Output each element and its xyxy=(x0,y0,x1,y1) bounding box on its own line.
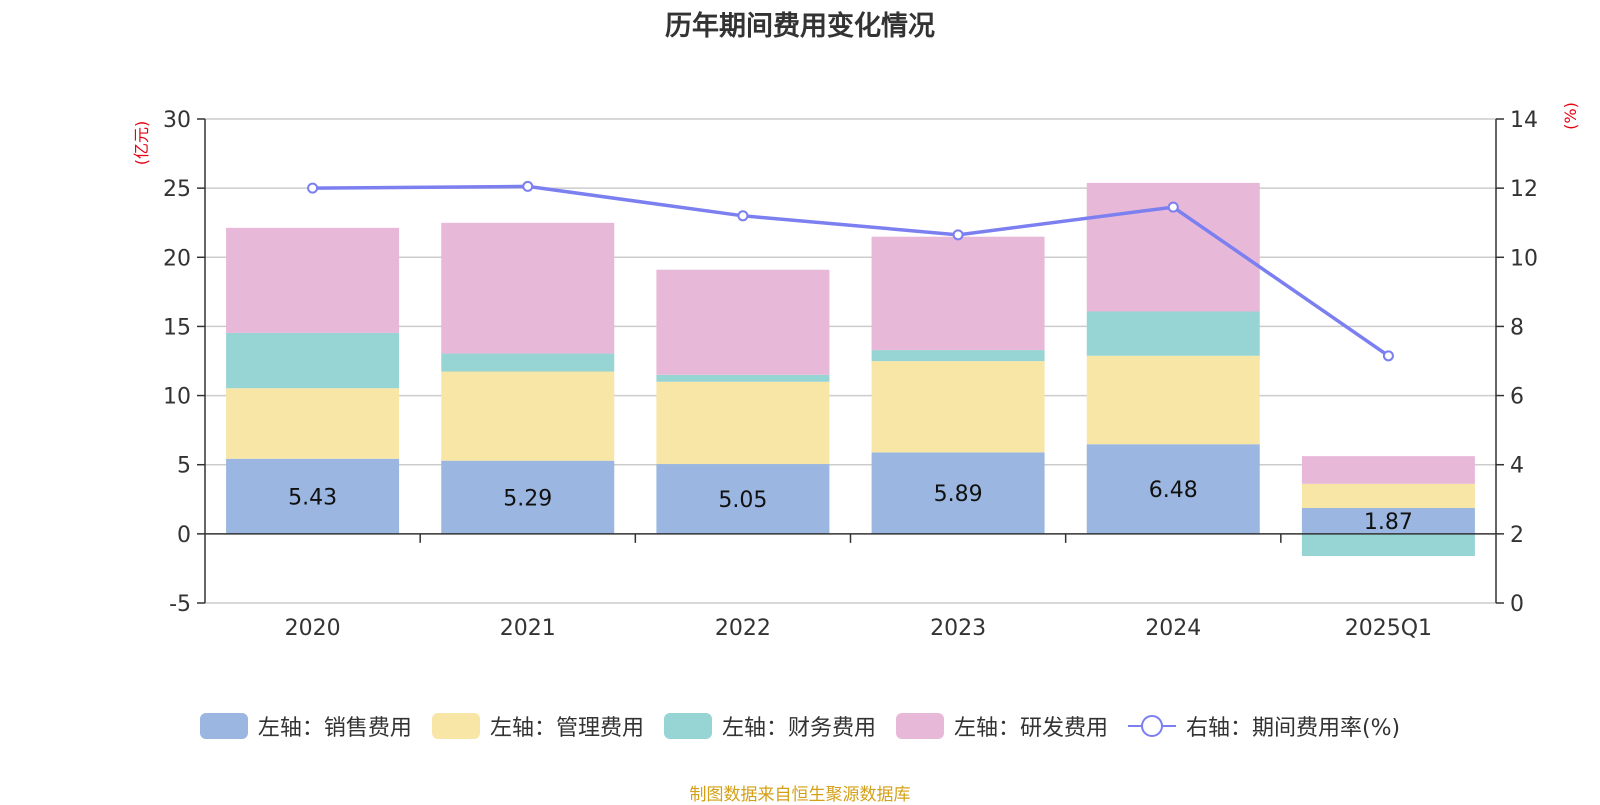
legend-item[interactable]: 左轴：管理费用 xyxy=(431,710,644,742)
right-axis-unit: (%) xyxy=(1561,102,1580,130)
bar-segment xyxy=(871,350,1045,362)
bar-segment xyxy=(656,381,830,465)
source-note: 制图数据来自恒生聚源数据库 xyxy=(689,785,911,805)
left-tick-label: 10 xyxy=(163,385,191,410)
chart-title: 历年期间费用变化情况 xyxy=(665,11,935,42)
line-point xyxy=(1167,201,1179,213)
legend-label: 左轴：财务费用 xyxy=(721,716,876,741)
left-tick-label: 5 xyxy=(177,454,191,479)
legend-item[interactable]: 右轴：期间费用率(%) xyxy=(1127,710,1401,742)
legend-item[interactable]: 左轴：财务费用 xyxy=(663,710,876,742)
right-tick-label: 6 xyxy=(1510,385,1524,410)
bar-data-label: 5.29 xyxy=(503,486,552,511)
bar-segment xyxy=(441,371,615,461)
legend-label: 左轴：销售费用 xyxy=(257,716,412,741)
line-point xyxy=(522,180,534,192)
bar-data-label: 1.87 xyxy=(1364,510,1413,535)
bar-data-label: 6.48 xyxy=(1149,478,1198,503)
left-axis-unit: (亿元) xyxy=(132,121,151,166)
legend-item[interactable]: 左轴：研发费用 xyxy=(895,710,1108,742)
bar-segment xyxy=(441,222,615,354)
bar-segment xyxy=(1301,533,1475,556)
legend-item[interactable]: 左轴：销售费用 xyxy=(199,710,412,742)
bar-segment xyxy=(871,452,1045,534)
legend-swatch xyxy=(199,713,248,739)
x-tick-label: 2022 xyxy=(715,616,771,641)
bar-segment xyxy=(1086,444,1260,534)
bar-segment xyxy=(1301,507,1475,534)
bar-segment xyxy=(656,269,830,375)
legend-label: 左轴：研发费用 xyxy=(953,716,1108,741)
legend-swatch xyxy=(431,713,480,739)
line-point xyxy=(952,229,964,241)
right-tick-label: 14 xyxy=(1510,108,1538,133)
line-point xyxy=(1382,350,1394,362)
legend-swatch xyxy=(663,713,712,739)
right-tick-label: 4 xyxy=(1510,454,1524,479)
series-line xyxy=(312,184,1390,358)
bar-segment xyxy=(226,458,400,534)
left-tick-label: 25 xyxy=(163,177,191,202)
bar-segment xyxy=(1301,456,1475,484)
bar-segment xyxy=(226,332,400,389)
bars xyxy=(226,182,1475,556)
bar-data-label: 5.43 xyxy=(288,485,337,510)
legend: 左轴：销售费用 左轴：管理费用 左轴：财务费用 左轴：研发费用 右轴：期间费用率(%) xyxy=(0,708,1600,744)
left-tick-label: 0 xyxy=(177,523,191,548)
bar-segment xyxy=(226,388,400,459)
bar-segment xyxy=(871,236,1045,351)
x-tick-label: 2023 xyxy=(930,616,986,641)
x-tick-label: 2024 xyxy=(1145,616,1201,641)
chart-plot: -5 0 5 10 15 20 25 30 0 2 4 6 8 10 12 14 2020 2021 2022 202… xyxy=(132,102,1580,641)
bar-segment xyxy=(441,353,615,372)
bar-segment xyxy=(1086,311,1260,356)
left-tick-label: 20 xyxy=(163,246,191,271)
bar-segment xyxy=(656,464,830,534)
bar-data-label: 5.05 xyxy=(718,488,767,513)
bar-segment xyxy=(226,227,400,333)
line-point xyxy=(307,182,319,194)
right-tick-label: 2 xyxy=(1510,523,1524,548)
right-tick-label: 0 xyxy=(1510,592,1524,617)
right-tick-label: 8 xyxy=(1510,315,1524,340)
legend-label: 右轴：期间费用率(%) xyxy=(1185,716,1401,741)
bar-segment xyxy=(1086,355,1260,445)
legend-swatch xyxy=(895,713,944,739)
data-labels: 5.43 5.29 5.05 5.89 6.48 1.87 xyxy=(288,478,1413,535)
x-tick-label: 2021 xyxy=(500,616,556,641)
left-tick-label: -5 xyxy=(169,592,191,617)
bar-segment xyxy=(441,460,615,534)
bar-segment xyxy=(656,374,830,382)
right-tick-label: 12 xyxy=(1510,177,1538,202)
bar-segment xyxy=(871,361,1045,453)
grid-lines xyxy=(205,118,1496,604)
bar-segment xyxy=(1301,483,1475,508)
line-point xyxy=(737,210,749,222)
bar-data-label: 5.89 xyxy=(934,482,983,507)
axes: -5 0 5 10 15 20 25 30 0 2 4 6 8 10 12 14 2020 2021 2022 202… xyxy=(163,108,1538,641)
legend-label: 左轴：管理费用 xyxy=(489,716,644,741)
left-tick-label: 30 xyxy=(163,108,191,133)
x-tick-label: 2020 xyxy=(285,616,341,641)
left-tick-label: 15 xyxy=(163,315,191,340)
right-tick-label: 10 xyxy=(1510,246,1538,271)
x-tick-label: 2025Q1 xyxy=(1345,616,1432,641)
line-series xyxy=(307,180,1394,362)
legend-line-marker xyxy=(1127,715,1176,737)
